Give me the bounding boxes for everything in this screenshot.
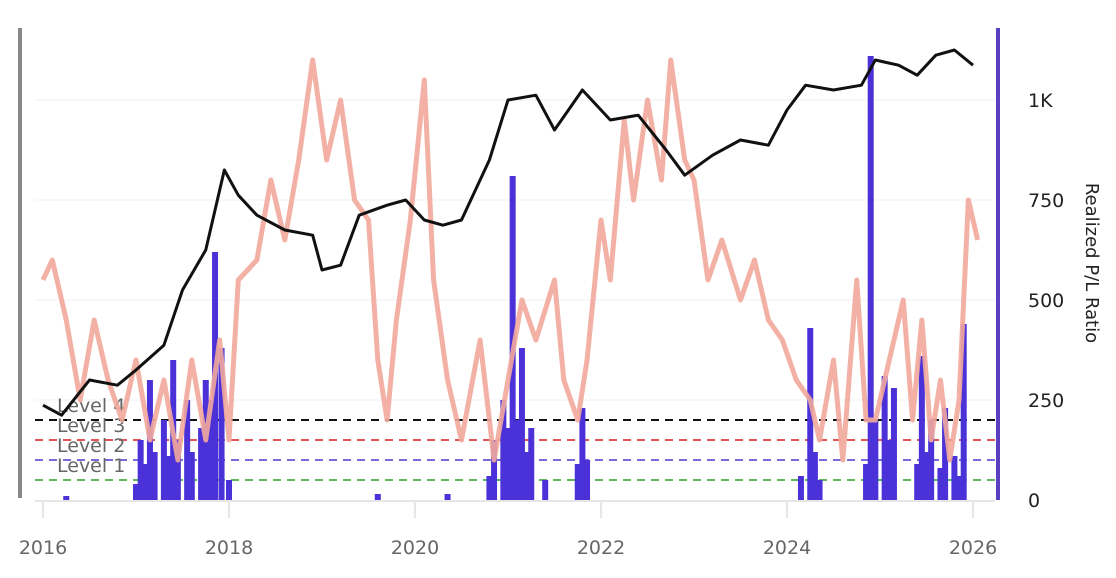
bar (514, 420, 521, 500)
bar-series (63, 56, 967, 500)
bar (579, 408, 586, 500)
bar (928, 420, 935, 500)
bar (867, 56, 874, 500)
bar (518, 348, 525, 500)
level-label: Level 1 (57, 455, 125, 477)
bar (881, 376, 888, 500)
bar (226, 480, 232, 500)
bar (811, 452, 818, 500)
right-tick-label: 750 (1028, 190, 1064, 212)
bar (923, 452, 930, 500)
bar (142, 464, 149, 500)
bar (184, 400, 191, 500)
x-tick-label: 2024 (763, 537, 811, 559)
line-series (40, 48, 981, 463)
bar (509, 176, 516, 500)
bar (937, 468, 944, 500)
bar (160, 420, 167, 500)
bar (528, 428, 535, 500)
right-axis-label: Realized P/L Ratio (1081, 183, 1102, 343)
right-tick-label: 1K (1028, 90, 1053, 112)
bar (951, 456, 958, 500)
bar (542, 480, 549, 500)
bar (797, 476, 804, 500)
bar (863, 464, 870, 500)
bar (886, 440, 893, 500)
right-tick-label: 500 (1028, 290, 1064, 312)
bar (218, 348, 225, 500)
level-label: Level 2 (57, 435, 125, 457)
right-tick-label: 0 (1028, 490, 1040, 512)
bar (374, 494, 381, 500)
bar (165, 456, 172, 500)
right-tick-label: 250 (1028, 390, 1064, 412)
bar (584, 460, 591, 500)
x-tick-label: 2018 (205, 537, 253, 559)
bar (151, 452, 158, 500)
bar (807, 328, 814, 500)
bar (890, 388, 897, 500)
bar (198, 428, 205, 500)
bar (444, 494, 451, 500)
x-tick-label: 2022 (577, 537, 625, 559)
bar (133, 484, 139, 500)
bar (207, 400, 214, 500)
bar (816, 480, 823, 500)
axes: 0 250 500 750 1K 2016 2018 2020 2022 2024 2026 (18, 28, 1064, 559)
bar (914, 464, 921, 500)
bar (505, 428, 511, 500)
bar (174, 440, 181, 500)
x-tick-label: 2026 (949, 537, 997, 559)
bar (942, 408, 949, 500)
bar (574, 464, 581, 500)
oscillator-line (40, 57, 981, 463)
bar (63, 496, 70, 500)
bar (491, 440, 498, 500)
bar (918, 356, 925, 500)
level-label: Level 3 (57, 415, 125, 437)
bar (500, 400, 507, 500)
x-tick-label: 2016 (19, 537, 67, 559)
x-tick-label: 2020 (391, 537, 439, 559)
bar (523, 452, 530, 500)
bar (486, 476, 493, 500)
bar (137, 440, 144, 500)
bar (872, 420, 879, 500)
bar (956, 476, 963, 500)
bar (188, 452, 195, 500)
bar (960, 324, 967, 500)
price-line (42, 48, 974, 417)
